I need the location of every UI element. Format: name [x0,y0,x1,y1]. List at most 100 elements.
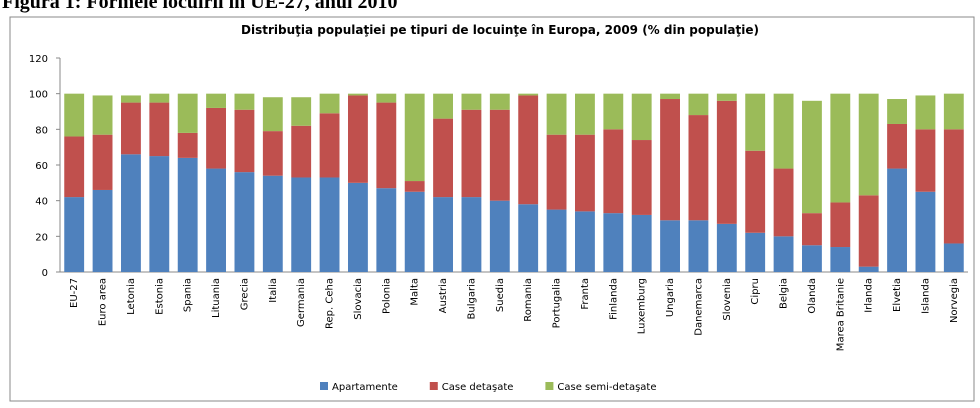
bar-segment [234,93,255,110]
bar-segment [376,93,397,103]
bar-segment [149,93,170,103]
bar-segment [461,109,482,198]
x-tick-label: Rep. Ceha [325,278,336,329]
chart-frame [9,16,975,402]
bar-segment [433,118,453,198]
x-tick-label: Finlanda [608,278,619,320]
bar-segment [575,134,595,212]
x-tick-label: Lituania [211,278,222,318]
chart-title: Distribuţia populaţiei pe tipuri de locu… [241,23,759,37]
bar-segment [518,204,539,272]
x-tick-label: Slovacia [353,278,364,320]
bar-segment [631,214,652,272]
bar-segment [121,102,141,155]
x-tick-label: Spania [183,278,194,312]
x-tick-label: Suedia [495,278,506,312]
x-tick-label: Euro area [98,278,109,326]
bar-segment [546,134,567,210]
bar-segment [64,197,85,272]
bar-segment [489,200,510,272]
bar-segment [461,93,482,110]
x-tick-label: Olanda [807,278,818,314]
y-tick-label: 0 [42,268,48,279]
legend-swatch [545,382,554,390]
x-tick-label: Irlanda [864,278,875,313]
bar-segment [830,247,851,272]
bar-segment [262,97,283,132]
figure-title: Figura 1: Formele locuirii în UE-27, anu… [2,0,398,13]
bar-segment [234,172,255,272]
x-tick-label: Belgia [779,278,790,309]
x-tick-label: Danemarca [693,278,704,336]
bar-segment [887,123,907,169]
x-tick-label: Franta [580,278,591,310]
bar-segment [915,191,936,272]
bar-segment [830,202,851,248]
bar-segment [716,93,737,101]
y-tick-label: 120 [29,54,48,65]
bar-segment [149,156,170,272]
x-tick-label: Ungaria [665,278,676,317]
bar-segment [631,93,652,141]
x-tick-label: Portugalia [552,278,563,328]
bar-segment [915,95,936,130]
bar-segment [915,129,936,192]
bar-segment [603,93,624,130]
bar-segment [489,93,510,110]
x-tick-label: Italia [268,278,279,303]
bar-segment [234,109,255,173]
bar-segment [745,93,766,151]
bar-segment [64,136,85,198]
bar-segment [291,125,312,178]
bar-segment [603,213,624,272]
x-tick-label: Polonia [381,278,392,314]
y-tick-label: 60 [35,161,48,172]
x-tick-label: Romania [523,278,534,322]
bar-segment [688,115,709,221]
bar-segment [319,93,340,114]
bar-segment [688,93,709,116]
x-tick-label: Norvegia [949,278,960,323]
bar-segment [802,100,822,214]
bar-segment [830,93,851,203]
bar-segment [262,131,283,176]
bar-segment [376,102,397,189]
bar-segment [461,197,482,272]
x-tick-label: Grecia [239,278,250,310]
x-tick-label: EU-27 [69,278,80,308]
bar-segment [773,93,794,169]
bar-segment [802,245,822,272]
bar-segment [376,188,397,272]
bar-segment [858,266,879,272]
x-tick-label: Estonia [154,278,165,315]
bar-segment [660,93,680,100]
bar-segment [858,195,879,267]
bar-segment [319,177,340,272]
bar-segment [745,150,766,233]
legend-swatch [429,382,438,390]
bar-segment [631,140,652,215]
x-tick-label: Malta [410,278,421,306]
bar-segment [291,177,312,272]
bar-segment [404,191,425,272]
bar-segment [716,223,737,272]
y-tick-label: 40 [35,197,48,208]
bar-segment [121,95,141,103]
x-tick-label: Slovenia [722,278,733,321]
bar-segment [688,220,709,272]
bar-segment [546,93,567,135]
bar-segment [773,236,794,272]
bar-segment [802,213,822,246]
bar-segment [92,95,113,135]
bar-segment [177,93,198,133]
bar-segment [262,175,283,272]
x-tick-label: Cipru [750,278,761,305]
bar-segment [92,134,113,190]
bar-segment [603,129,624,214]
bar-segment [858,93,879,196]
legend-label: Apartamente [332,382,398,393]
bar-segment [121,154,141,272]
y-tick-label: 80 [35,125,48,136]
bar-segment [745,232,766,272]
